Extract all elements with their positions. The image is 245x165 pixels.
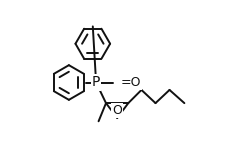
Text: O: O bbox=[112, 104, 122, 117]
Text: =O: =O bbox=[121, 76, 141, 89]
Text: P: P bbox=[92, 76, 100, 89]
